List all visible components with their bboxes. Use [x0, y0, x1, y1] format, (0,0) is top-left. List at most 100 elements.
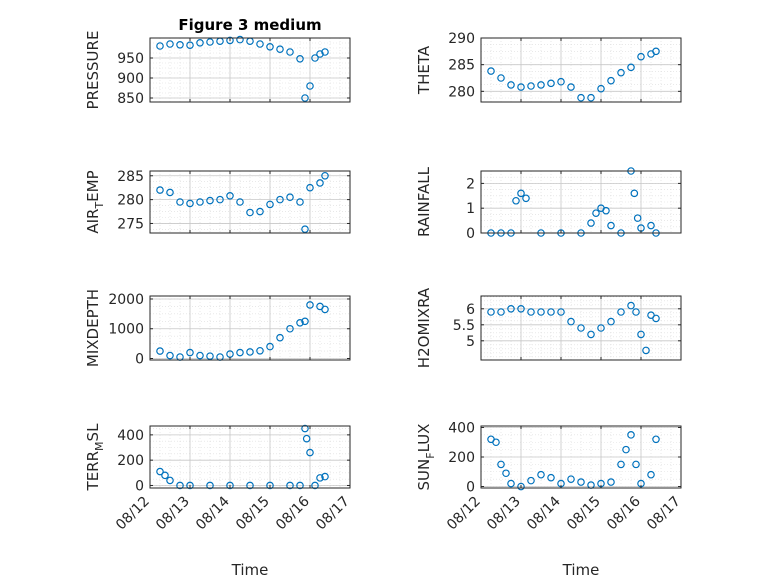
- data-point: [617, 68, 625, 77]
- data-point: [617, 460, 625, 469]
- y-axis-label: AIRTEMP: [84, 170, 106, 233]
- data-point: [517, 83, 525, 91]
- data-point: [311, 54, 319, 62]
- data-point: [166, 476, 174, 485]
- data-point: [246, 481, 254, 490]
- y-tick-label: 280: [117, 193, 144, 209]
- data-point: [632, 308, 640, 316]
- data-point: [617, 308, 625, 316]
- data-point: [527, 308, 535, 316]
- data-point: [316, 50, 324, 58]
- data-point: [607, 317, 615, 326]
- y-tick-label: 950: [117, 51, 144, 67]
- data-point: [507, 304, 515, 313]
- data-point: [266, 342, 274, 351]
- y-axis-label: MIXDEPTH: [84, 289, 102, 367]
- x-tick-label: 08/12: [113, 494, 153, 534]
- data-point: [156, 186, 164, 194]
- data-point: [577, 324, 585, 332]
- x-tick-label: 08/16: [604, 493, 644, 533]
- subplot-4: 0 1 2 RAINFALL: [415, 166, 682, 242]
- data-point: [587, 93, 595, 102]
- data-point: [296, 198, 304, 206]
- axes-box: [480, 170, 682, 234]
- y-tick-label: 1000: [108, 322, 144, 338]
- y-axis-label: RAINFALL: [415, 166, 433, 237]
- data-point: [527, 476, 535, 485]
- subplot-2: 280 285 290 THETA: [415, 31, 682, 103]
- x-tick-label: 08/16: [273, 493, 313, 533]
- x-axis-label: Time: [231, 561, 269, 579]
- y-axis-label-rest: SL: [84, 423, 102, 442]
- axes-box: [149, 295, 351, 361]
- data-point: [512, 196, 520, 205]
- data-point: [236, 198, 244, 206]
- subplot-1: 850 900 950 PRESSURE: [84, 31, 351, 110]
- subplot-7: 0 200 400 TERRMSL 08/12 08/13 08/14 08/15 08/16 0…: [84, 423, 353, 579]
- y-tick-label: 2: [466, 176, 475, 192]
- data-point: [186, 41, 194, 50]
- y-axis-label-subscript: F: [424, 452, 437, 458]
- data-point: [306, 183, 314, 192]
- data-point: [276, 333, 284, 342]
- data-point: [176, 481, 184, 490]
- data-point: [597, 84, 605, 93]
- data-point: [607, 76, 615, 85]
- data-point: [306, 301, 314, 309]
- subplot-8: 0 200 400 SUNFLUX 08/12 08/13 08/14 08/15 08/16 0…: [415, 420, 684, 579]
- data-point: [487, 67, 495, 75]
- y-axis-label-main: RAINFALL: [415, 166, 433, 237]
- data-point: [306, 448, 314, 457]
- y-tick-label: 0: [135, 478, 144, 494]
- data-point: [557, 77, 565, 86]
- y-tick-label: 5.5: [453, 318, 475, 334]
- x-tick-label: 08/17: [313, 494, 353, 534]
- subplot-5: 0 1000 2000 MIXDEPTH: [84, 289, 351, 368]
- data-point: [632, 460, 640, 469]
- data-point: [587, 219, 595, 227]
- data-point: [517, 304, 525, 313]
- data-point: [296, 318, 304, 327]
- data-point: [266, 42, 274, 51]
- data-point: [507, 81, 515, 89]
- data-point: [647, 221, 655, 230]
- data-point: [176, 198, 184, 206]
- data-point: [537, 81, 545, 89]
- y-tick-label: 1: [466, 201, 475, 217]
- data-point: [547, 79, 555, 88]
- axes-box: [480, 37, 682, 103]
- data-point: [296, 481, 304, 490]
- data-point: [156, 467, 164, 476]
- x-tick-label: 08/14: [193, 493, 233, 533]
- axes-box: [480, 295, 682, 361]
- y-tick-label: 285: [448, 58, 475, 74]
- x-tick-label: 08/14: [524, 493, 564, 533]
- y-axis-label: PRESSURE: [84, 31, 102, 110]
- y-tick-label: 0: [466, 226, 475, 242]
- data-point: [296, 54, 304, 63]
- data-point: [597, 324, 605, 332]
- data-point: [592, 209, 600, 217]
- y-tick-label: 275: [117, 216, 144, 232]
- data-point: [487, 308, 495, 316]
- data-point: [567, 475, 575, 483]
- y-tick-label: 5: [466, 334, 475, 350]
- y-axis-label-main: H2OMIXRA: [415, 287, 433, 368]
- y-tick-label: 290: [448, 31, 475, 47]
- data-point: [166, 351, 174, 360]
- data-point: [256, 207, 264, 216]
- data-point: [627, 431, 635, 439]
- data-point: [577, 93, 585, 102]
- data-point: [316, 179, 324, 187]
- data-point: [633, 214, 642, 222]
- y-axis-label-main: SUN: [415, 459, 433, 491]
- chart-title: Figure 3 medium: [178, 16, 321, 34]
- data-point: [537, 470, 545, 479]
- x-tick-label: 08/13: [153, 494, 193, 534]
- data-point: [306, 82, 314, 90]
- data-point: [652, 435, 660, 444]
- data-point: [196, 198, 204, 206]
- data-point: [321, 48, 329, 56]
- data-point: [186, 199, 194, 208]
- data-point: [266, 481, 274, 490]
